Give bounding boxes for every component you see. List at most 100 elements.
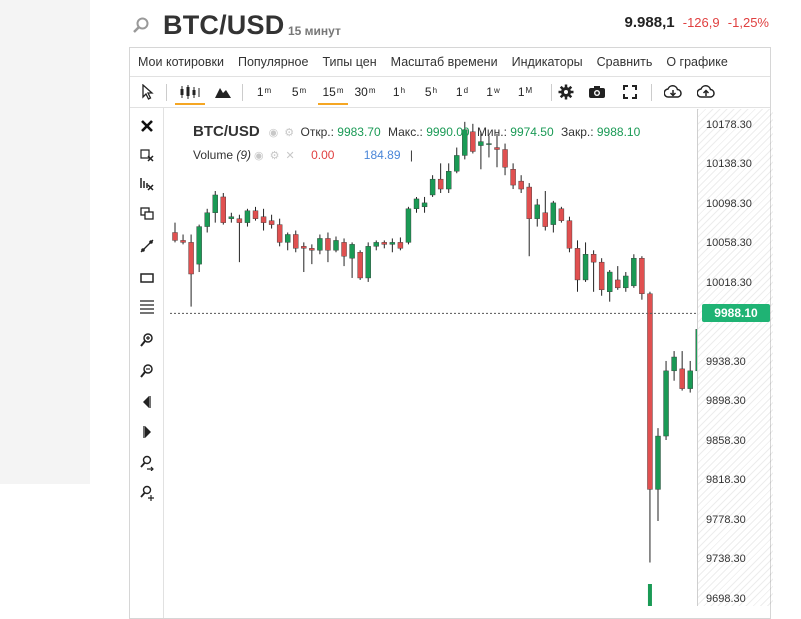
candle-body — [260, 216, 267, 223]
volume-period: (9) — [236, 148, 252, 162]
eye-icon[interactable]: ◉ — [254, 150, 264, 162]
timeframe-value: 5 — [291, 85, 299, 99]
cursor-icon[interactable] — [136, 81, 158, 103]
candle-body — [631, 257, 637, 287]
upload-icon[interactable] — [695, 81, 717, 103]
candle-body — [357, 252, 363, 279]
candle-body — [598, 261, 605, 291]
download-icon[interactable] — [662, 81, 684, 103]
menu-item[interactable]: О графике — [666, 55, 728, 69]
candle — [180, 234, 186, 245]
symbol-title[interactable]: BTC/USD — [163, 10, 285, 40]
candle — [631, 254, 637, 288]
candle-body — [301, 246, 307, 249]
candle-body — [566, 220, 573, 249]
high-label: Макс.: — [388, 125, 423, 139]
zoom-in-icon[interactable] — [136, 330, 158, 350]
scroll-left-icon[interactable] — [136, 392, 158, 412]
price-axis[interactable]: 10178.30 10138.30 10098.30 10058.30 10018.30… — [697, 109, 773, 606]
candle — [405, 206, 412, 245]
candle — [582, 242, 589, 282]
candle-body — [244, 210, 251, 223]
zoom-reset-icon[interactable] — [136, 483, 158, 503]
timeframe-value: 15 — [322, 85, 336, 99]
timeframe-value: 1 — [256, 85, 264, 99]
candle — [478, 131, 484, 170]
toolbar-separator — [551, 84, 552, 101]
candle-body — [212, 194, 218, 213]
candle — [494, 133, 500, 168]
zoom-out-icon[interactable] — [136, 361, 158, 381]
candlestick-chart[interactable] — [170, 109, 697, 606]
candle-body — [534, 204, 540, 219]
candle — [526, 183, 532, 257]
candle-body — [550, 202, 557, 225]
toolbar-separator — [651, 84, 652, 101]
timeframe-button[interactable]: 30 m — [352, 81, 378, 103]
candle — [486, 135, 492, 158]
price-legend: BTC/USD ◉ ⚙ Откр.: 9983.70 Макс.: 9990.00 … — [193, 123, 644, 140]
candle — [381, 240, 388, 249]
candle — [196, 224, 202, 273]
candles-icon[interactable] — [175, 81, 205, 105]
candle-body — [349, 244, 355, 259]
eye-icon[interactable]: ◉ — [268, 127, 279, 139]
price-change-abs: -126,9 — [682, 15, 720, 30]
timeframe-unit: m — [368, 85, 376, 95]
menu-item[interactable]: Индикаторы — [511, 55, 583, 69]
candle — [679, 351, 685, 391]
settings-icon[interactable]: ⚙ — [269, 150, 280, 162]
chart-menu-bar: Мои котировки Популярное Типы цен Масштаб в… — [130, 48, 770, 77]
menu-item[interactable]: Масштаб времени — [390, 55, 498, 69]
settings-icon[interactable]: ⚙ — [284, 127, 295, 139]
candle — [590, 250, 597, 292]
candle-body — [582, 254, 589, 281]
last-price: 9.988,1 — [624, 14, 675, 31]
candle-body — [454, 155, 460, 172]
timeframe-unit: h — [432, 85, 438, 95]
remove-indicators-icon[interactable] — [136, 174, 158, 194]
candle — [558, 206, 565, 223]
menu-item[interactable]: Популярное — [237, 55, 309, 69]
settings-gear-icon[interactable] — [555, 81, 577, 103]
candle-body — [381, 242, 388, 245]
search-icon[interactable] — [132, 16, 150, 34]
y-tick-label: 10018.30 — [706, 276, 752, 289]
candle-body — [421, 202, 428, 208]
candle-body — [623, 275, 629, 289]
close-icon[interactable] — [136, 116, 158, 136]
zoom-fit-icon[interactable] — [136, 453, 158, 473]
timeframe-unit: M — [525, 85, 533, 95]
interval-label: 15 минут — [288, 24, 341, 38]
menu-item[interactable]: Сравнить — [596, 55, 653, 69]
rectangle-icon[interactable] — [136, 268, 158, 288]
close-icon[interactable]: ✕ — [285, 150, 295, 162]
camera-icon[interactable] — [586, 81, 608, 103]
candle-body — [470, 131, 476, 152]
chart-header: BTC/USD 15 минут 9.988,1 -126,9 -1,25% — [130, 8, 775, 44]
fibonacci-icon[interactable] — [136, 296, 158, 316]
windows-icon[interactable] — [136, 204, 158, 224]
mountain-chart-icon[interactable] — [210, 81, 236, 103]
y-tick-label: 10178.30 — [706, 118, 752, 131]
candle-body — [526, 186, 532, 219]
menu-item[interactable]: Мои котировки — [138, 55, 224, 69]
candle — [236, 214, 243, 263]
trend-line-icon[interactable] — [136, 236, 158, 256]
fullscreen-icon[interactable] — [619, 81, 641, 103]
y-tick-label: 9778.30 — [706, 513, 746, 526]
remove-drawings-icon[interactable] — [136, 145, 158, 165]
candle-body — [510, 169, 516, 186]
candle — [301, 242, 307, 273]
candle — [574, 240, 581, 292]
menu-item[interactable]: Типы цен — [322, 55, 377, 69]
scroll-right-icon[interactable] — [136, 422, 158, 442]
timeframe-button[interactable]: 15 m — [318, 81, 348, 105]
